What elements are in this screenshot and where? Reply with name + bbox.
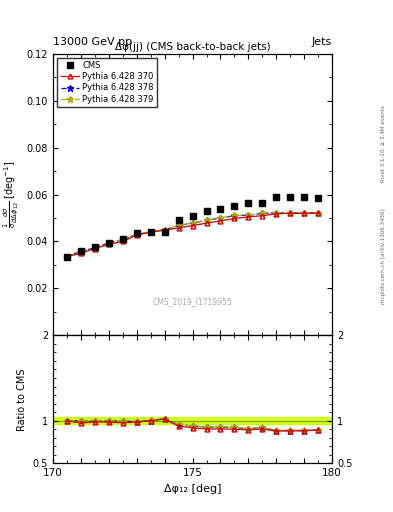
Pythia 6.428 378 bbox=[190, 220, 195, 226]
X-axis label: Δφ₁₂ [deg]: Δφ₁₂ [deg] bbox=[164, 484, 221, 494]
CMS bbox=[65, 253, 70, 260]
Pythia 6.428 370 bbox=[79, 250, 83, 257]
Pythia 6.428 370 bbox=[162, 227, 167, 233]
Pythia 6.428 379 bbox=[204, 217, 209, 223]
Line: Pythia 6.428 370: Pythia 6.428 370 bbox=[64, 211, 321, 259]
Pythia 6.428 378 bbox=[65, 253, 70, 260]
Pythia 6.428 379 bbox=[65, 253, 70, 260]
Pythia 6.428 378 bbox=[162, 227, 167, 233]
Pythia 6.428 370 bbox=[232, 216, 237, 222]
CMS bbox=[288, 194, 293, 200]
Pythia 6.428 379 bbox=[274, 209, 279, 216]
Pythia 6.428 370 bbox=[134, 232, 139, 238]
Pythia 6.428 379 bbox=[218, 215, 223, 221]
Pythia 6.428 379 bbox=[190, 220, 195, 226]
Pythia 6.428 370 bbox=[316, 210, 321, 217]
Text: Jets: Jets bbox=[312, 37, 332, 47]
Pythia 6.428 378 bbox=[316, 210, 321, 216]
CMS bbox=[190, 212, 195, 219]
CMS bbox=[176, 217, 181, 223]
Pythia 6.428 370 bbox=[302, 210, 307, 217]
Pythia 6.428 379 bbox=[302, 209, 307, 216]
CMS bbox=[246, 200, 251, 206]
CMS bbox=[316, 195, 321, 201]
Y-axis label: Ratio to CMS: Ratio to CMS bbox=[17, 368, 27, 431]
Pythia 6.428 378 bbox=[93, 245, 97, 251]
Pythia 6.428 379 bbox=[134, 231, 139, 237]
Pythia 6.428 378 bbox=[149, 229, 153, 235]
Pythia 6.428 370 bbox=[107, 241, 111, 247]
Pythia 6.428 378 bbox=[176, 222, 181, 228]
Pythia 6.428 370 bbox=[288, 210, 293, 217]
Text: Rivet 3.1.10, ≥ 3.4M events: Rivet 3.1.10, ≥ 3.4M events bbox=[381, 105, 386, 182]
CMS bbox=[302, 194, 307, 200]
Pythia 6.428 370 bbox=[149, 229, 153, 235]
Pythia 6.428 378 bbox=[218, 215, 223, 221]
Pythia 6.428 370 bbox=[204, 220, 209, 226]
Pythia 6.428 370 bbox=[218, 218, 223, 224]
CMS bbox=[93, 244, 97, 250]
CMS bbox=[204, 208, 209, 214]
Legend: CMS, Pythia 6.428 370, Pythia 6.428 378, Pythia 6.428 379: CMS, Pythia 6.428 370, Pythia 6.428 378,… bbox=[57, 58, 157, 107]
Pythia 6.428 378 bbox=[79, 248, 83, 254]
Pythia 6.428 379 bbox=[260, 210, 265, 216]
Pythia 6.428 379 bbox=[93, 245, 97, 251]
Line: Pythia 6.428 379: Pythia 6.428 379 bbox=[64, 209, 321, 260]
Pythia 6.428 370 bbox=[274, 211, 279, 217]
Pythia 6.428 378 bbox=[121, 237, 125, 243]
CMS bbox=[260, 200, 265, 206]
Y-axis label: $\frac{1}{\sigma}\frac{d\sigma}{d\Delta\phi_{12}}$ [deg$^{-1}$]: $\frac{1}{\sigma}\frac{d\sigma}{d\Delta\… bbox=[2, 161, 21, 228]
Pythia 6.428 378 bbox=[232, 212, 237, 219]
Pythia 6.428 370 bbox=[65, 253, 70, 260]
Pythia 6.428 370 bbox=[190, 222, 195, 228]
Line: CMS: CMS bbox=[64, 194, 321, 260]
Pythia 6.428 378 bbox=[246, 212, 251, 218]
Text: mcplots.cern.ch [arXiv:1306.3436]: mcplots.cern.ch [arXiv:1306.3436] bbox=[381, 208, 386, 304]
Pythia 6.428 378 bbox=[288, 210, 293, 216]
Pythia 6.428 378 bbox=[204, 217, 209, 223]
CMS bbox=[149, 229, 153, 235]
Text: 13000 GeV pp: 13000 GeV pp bbox=[53, 37, 132, 47]
Pythia 6.428 378 bbox=[274, 210, 279, 216]
Pythia 6.428 379 bbox=[149, 228, 153, 234]
Pythia 6.428 370 bbox=[176, 225, 181, 231]
CMS bbox=[134, 230, 139, 237]
CMS bbox=[79, 248, 83, 254]
Pythia 6.428 379 bbox=[176, 222, 181, 228]
CMS bbox=[218, 205, 223, 212]
CMS bbox=[162, 229, 167, 235]
Pythia 6.428 370 bbox=[93, 245, 97, 251]
CMS bbox=[274, 194, 279, 200]
Title: Δφ(jj) (CMS back-to-back jets): Δφ(jj) (CMS back-to-back jets) bbox=[115, 41, 270, 52]
Pythia 6.428 370 bbox=[246, 214, 251, 220]
Pythia 6.428 378 bbox=[260, 210, 265, 217]
Pythia 6.428 379 bbox=[232, 212, 237, 219]
CMS bbox=[121, 236, 125, 242]
Pythia 6.428 379 bbox=[288, 209, 293, 216]
Pythia 6.428 379 bbox=[79, 248, 83, 254]
Pythia 6.428 378 bbox=[134, 231, 139, 238]
Pythia 6.428 378 bbox=[107, 240, 111, 246]
CMS bbox=[232, 203, 237, 209]
Pythia 6.428 379 bbox=[246, 212, 251, 218]
Bar bbox=[53, 417, 332, 424]
Pythia 6.428 379 bbox=[162, 226, 167, 232]
Pythia 6.428 379 bbox=[107, 240, 111, 246]
Pythia 6.428 378 bbox=[302, 210, 307, 216]
Pythia 6.428 379 bbox=[121, 237, 125, 243]
Pythia 6.428 370 bbox=[121, 239, 125, 245]
Pythia 6.428 379 bbox=[316, 209, 321, 216]
Text: CMS_2019_I1719955: CMS_2019_I1719955 bbox=[153, 297, 232, 306]
CMS bbox=[107, 240, 111, 246]
Pythia 6.428 370 bbox=[260, 212, 265, 219]
Line: Pythia 6.428 378: Pythia 6.428 378 bbox=[64, 210, 321, 260]
